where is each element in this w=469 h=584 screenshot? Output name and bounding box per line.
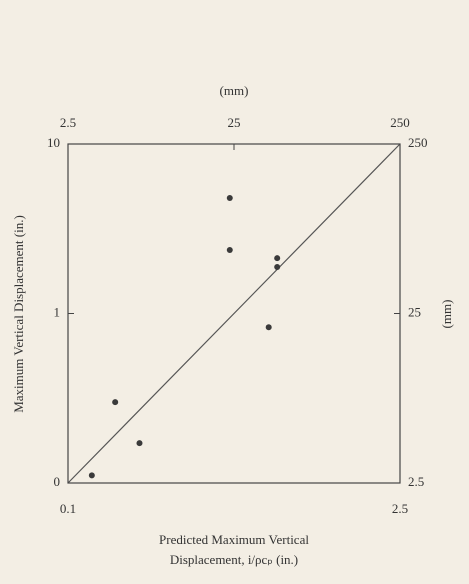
data-point (274, 264, 281, 271)
right-axis-label: (mm) (439, 300, 454, 329)
bottom-axis-label: Displacement, i/ρcₚ (in.) (170, 552, 298, 567)
data-point (136, 440, 143, 447)
y-tick-label: 0 (54, 474, 61, 489)
y-tick-label: 1 (54, 304, 61, 319)
x-tick-label: 0.1 (60, 501, 76, 516)
data-point (88, 472, 95, 479)
y2-tick-label: 25 (408, 304, 421, 319)
left-axis-label: Maximum Vertical Displacement (in.) (11, 215, 26, 413)
x2-tick-label: 25 (228, 115, 241, 130)
x2-tick-label: 250 (390, 115, 410, 130)
y2-tick-label: 250 (408, 135, 428, 150)
y2-tick-label: 2.5 (408, 474, 424, 489)
data-point (226, 246, 233, 253)
top-axis-label: (mm) (220, 83, 249, 98)
data-point (226, 195, 233, 202)
data-point (112, 399, 119, 406)
x2-tick-label: 2.5 (60, 115, 76, 130)
data-point (265, 324, 272, 331)
x-tick-label: 2.5 (392, 501, 408, 516)
y-tick-label: 10 (47, 135, 60, 150)
reference-line (67, 143, 401, 484)
data-point (274, 255, 281, 262)
bottom-axis-label: Predicted Maximum Vertical (159, 532, 309, 547)
